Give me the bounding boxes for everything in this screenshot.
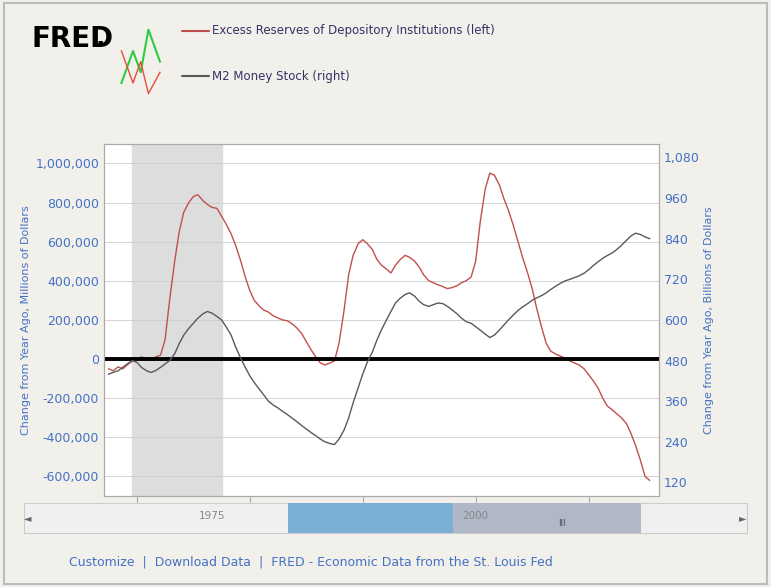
- Y-axis label: Change from Year Ago, Billions of Dollars: Change from Year Ago, Billions of Dollar…: [704, 206, 714, 434]
- Text: 1975: 1975: [199, 511, 226, 521]
- Text: FRED: FRED: [32, 25, 114, 53]
- Bar: [25, 502, 746, 533]
- Text: III: III: [558, 519, 566, 528]
- Text: 2000: 2000: [463, 511, 489, 521]
- Text: ►: ►: [739, 513, 746, 523]
- Text: ◄: ◄: [25, 513, 32, 523]
- Text: .: .: [96, 27, 105, 51]
- Bar: [453, 502, 641, 533]
- Text: Excess Reserves of Depository Institutions (left): Excess Reserves of Depository Institutio…: [213, 24, 495, 37]
- Bar: [133, 144, 221, 496]
- Y-axis label: Change from Year Ago, Millions of Dollars: Change from Year Ago, Millions of Dollar…: [21, 205, 31, 435]
- Bar: [288, 502, 453, 533]
- Text: M2 Money Stock (right): M2 Money Stock (right): [213, 70, 350, 83]
- Text: Customize  |  Download Data  |  FRED - Economic Data from the St. Louis Fed: Customize | Download Data | FRED - Econo…: [69, 555, 554, 569]
